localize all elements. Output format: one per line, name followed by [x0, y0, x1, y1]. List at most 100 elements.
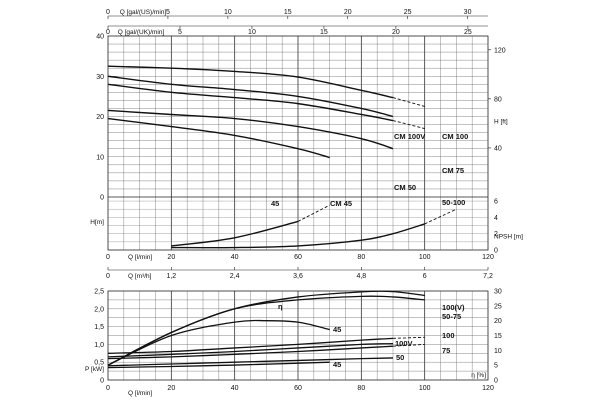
p-tick-label: 0 — [100, 378, 104, 385]
q-uk-tick-label: 25 — [464, 29, 472, 36]
h-curve-label: CM 50 — [394, 183, 416, 192]
npsh-curve-50-100 — [171, 223, 425, 249]
power-q-tick-label: 60 — [294, 385, 302, 392]
q-uk-tick-label: 10 — [248, 29, 256, 36]
q-lmin-axis-title: Q [l/min] — [128, 254, 152, 261]
eta-curve-label: 50-75 — [442, 312, 461, 321]
h-curve-label: CM 100 — [442, 132, 468, 141]
q-uk-tick-label: 0 — [106, 29, 110, 36]
eta-curve-45 — [107, 319, 330, 366]
power-q-tick-label: 100 — [419, 385, 431, 392]
eta-tick-label: 25 — [494, 303, 502, 310]
power-q-tick-label: 120 — [482, 385, 494, 392]
eta-axis-title: η [%] — [471, 372, 486, 379]
h-m-tick-label: 10 — [96, 154, 104, 161]
p-tick-label: 2,5 — [94, 289, 104, 296]
npsh-tick-label: 4 — [494, 215, 498, 222]
q-m3h-tick-label: 0 — [106, 273, 110, 280]
q-m3h-tick-label: 3,6 — [293, 273, 303, 280]
q-lmin-tick-label: 120 — [482, 254, 494, 261]
p-tick-label: 1,0 — [94, 342, 104, 349]
npsh-tick-label: 6 — [494, 199, 498, 206]
h-curve-cm-100v — [107, 75, 394, 118]
p-curve-50 — [107, 357, 394, 367]
eta-tick-label: 10 — [494, 348, 502, 355]
h-m-axis-title: H[m] — [90, 219, 104, 226]
q-us-tick-label: 5 — [166, 9, 170, 16]
q-us-tick-label: 10 — [224, 9, 232, 16]
h-m-tick-label: 30 — [96, 74, 104, 81]
q-us-tick-label: 25 — [404, 9, 412, 16]
p-curve-label: 75 — [442, 346, 450, 355]
h-curve-label: CM 75 — [442, 166, 464, 175]
q-us-tick-label: 30 — [464, 9, 472, 16]
q-m3h-tick-label: 7,2 — [483, 273, 493, 280]
p-curve-label: 50 — [396, 353, 404, 362]
p-curve-label: 100V — [395, 339, 413, 348]
eta-tick-label: 30 — [494, 289, 502, 296]
h-curve-cm-75 — [107, 83, 394, 122]
eta-curve-50-75 — [107, 295, 425, 366]
power-q-axis-title: Q [l/min] — [128, 390, 152, 397]
q-lmin-tick-label: 20 — [167, 254, 175, 261]
p-tick-label: 2,0 — [94, 306, 104, 313]
q-uk-axis-title: Q [gal/(UK)/min] — [118, 29, 165, 36]
q-m3h-tick-label: 1,2 — [166, 273, 176, 280]
npsh-curve-45 — [171, 220, 299, 247]
h-curve-cm-50 — [107, 109, 394, 150]
q-m3h-axis-title: Q [m³/h] — [128, 273, 152, 280]
q-uk-tick-label: 20 — [392, 29, 400, 36]
eta-tick-label: 5 — [494, 363, 498, 370]
eta-tick-label: 15 — [494, 333, 502, 340]
power-q-tick-label: 0 — [106, 385, 110, 392]
h-curve-cm-100 — [107, 65, 394, 99]
q-uk-tick-label: 15 — [320, 29, 328, 36]
eta-tick-label: 20 — [494, 318, 502, 325]
p-curve-75 — [107, 345, 394, 360]
q-lmin-tick-label: 80 — [357, 254, 365, 261]
q-lmin-tick-label: 40 — [231, 254, 239, 261]
p-curve-100 — [107, 337, 394, 354]
p-tick-label: 1,5 — [94, 324, 104, 331]
eta-curve-label: 100(V) — [442, 303, 465, 312]
p-tick-label: 0,5 — [94, 360, 104, 367]
p-curve-label: 45 — [333, 360, 341, 369]
q-uk-tick-label: 5 — [178, 29, 182, 36]
q-lmin-tick-label: 60 — [294, 254, 302, 261]
eta-tick-label: 0 — [494, 378, 498, 385]
npsh-tick-label: 2 — [494, 231, 498, 238]
h-ft-axis-title: H [ft] — [494, 118, 508, 125]
npsh-axis-title: NPSH [m] — [494, 234, 523, 241]
npsh-curve-label: 45 — [271, 199, 279, 208]
q-lmin-tick-label: 100 — [419, 254, 431, 261]
q-us-axis-title: Q [gal/(US)/min] — [120, 9, 167, 16]
p-curve-100v — [107, 343, 394, 358]
p-curve-45 — [107, 361, 330, 369]
h-curve-label: CM 100V — [394, 132, 425, 141]
npsh-curve-50-100-extension — [424, 208, 457, 225]
h-curve-label: CM 45 — [330, 199, 352, 208]
h-m-tick-label: 0 — [100, 195, 104, 202]
power-q-tick-label: 20 — [167, 385, 175, 392]
h-curve-cm-75-extension — [392, 120, 425, 130]
h-ft-tick-label: 80 — [494, 96, 502, 103]
p-curve-label: 100 — [442, 331, 455, 340]
h-m-tick-label: 40 — [96, 34, 104, 41]
h-curve-cm-100-extension — [392, 97, 425, 107]
eta-curve-marker: η — [278, 302, 283, 311]
q-m3h-tick-label: 4,8 — [356, 273, 366, 280]
q-lmin-tick-label: 0 — [106, 254, 110, 261]
h-ft-tick-label: 120 — [494, 47, 506, 54]
q-m3h-tick-label: 6 — [423, 273, 427, 280]
q-us-tick-label: 15 — [284, 9, 292, 16]
p-curve-75-extension — [392, 343, 425, 347]
q-us-tick-label: 0 — [106, 9, 110, 16]
power-q-tick-label: 80 — [357, 385, 365, 392]
q-us-tick-label: 20 — [344, 9, 352, 16]
h-curve-cm-45 — [107, 117, 330, 159]
q-m3h-tick-label: 2,4 — [230, 273, 240, 280]
eta-curve-label: 45 — [333, 325, 341, 334]
power-q-tick-label: 40 — [231, 385, 239, 392]
p-axis-title: P [kW] — [85, 366, 104, 373]
